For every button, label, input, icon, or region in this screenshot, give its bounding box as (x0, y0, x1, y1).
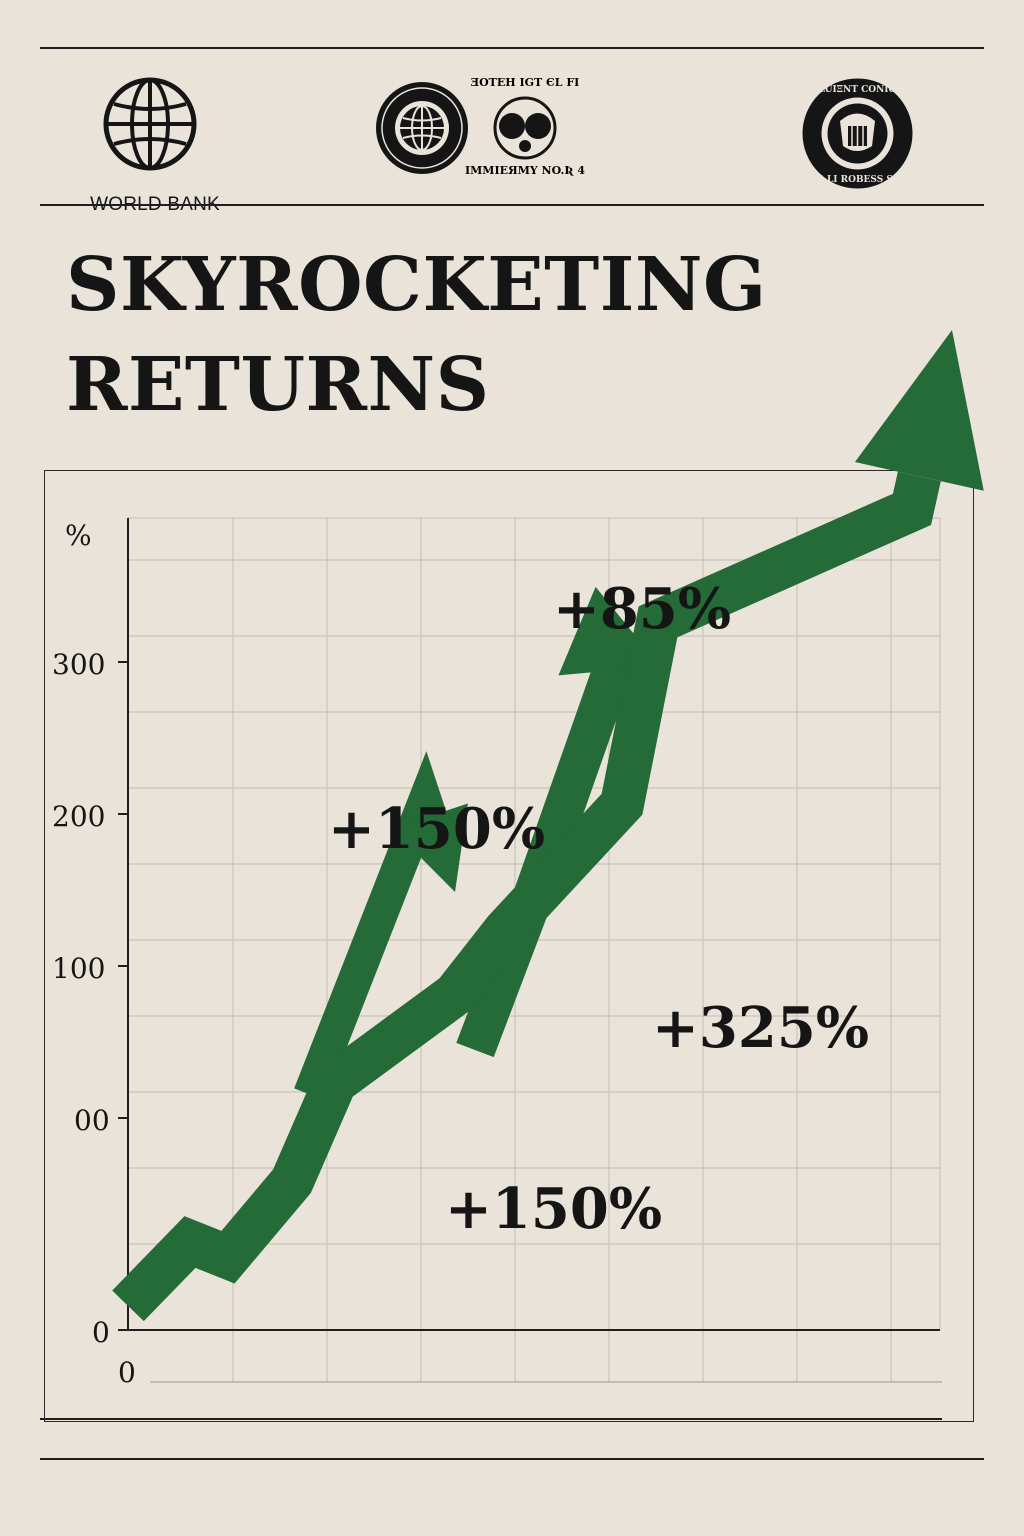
globe-seal-icon (376, 82, 468, 174)
y-tick-label-3: 200 (52, 800, 105, 833)
annotation-2: +325% (652, 995, 869, 1061)
y-tick-label-1: 00 (74, 1104, 110, 1137)
annotation-0: +85% (553, 576, 731, 642)
world-bank-logo: WORLD BANK (70, 74, 240, 215)
y-axis-label: % (65, 519, 92, 552)
y-tick-label-0: 0 (92, 1316, 110, 1349)
svg-text:ƎOTEH ІGT ЄL FI: ƎOTEH ІGT ЄL FI (471, 76, 580, 89)
chart-annotations: +85% +150% +325% +150% (328, 576, 869, 1242)
series-arrow-small (294, 751, 468, 1101)
page-title: SKYROCKETING RETURNS (66, 235, 966, 435)
federal-reserve-seal-icon: LUIΞNT CONIG GEB LI ROBESS SI 6Ǝ (802, 78, 914, 189)
x-tick-label-0: 0 (118, 1356, 136, 1389)
top-rule (40, 47, 984, 49)
series-arrow-small-head (391, 803, 468, 892)
header-bottom-rule (40, 204, 984, 206)
annotation-3: +150% (445, 1176, 662, 1242)
chart-series (112, 330, 984, 1322)
imf-seal-icon: ƎOTEH ІGT ЄL FI IMMIEЯMY NO.Ʀ 4 (465, 76, 585, 177)
bottom-rule (40, 1458, 984, 1460)
title-line-2: RETURNS (66, 342, 490, 428)
y-tick-label-4: 300 (52, 648, 105, 681)
series-arrow-main-shaft (112, 471, 941, 1322)
series-arrow-main-head (854, 330, 984, 491)
svg-text:GEB LI ROBESS SI 6Ǝ: GEB LI ROBESS SI 6Ǝ (802, 175, 914, 185)
annotation-1: +150% (328, 796, 545, 862)
globe-icon (103, 77, 197, 171)
svg-text:IMMIEЯMY NO.Ʀ 4: IMMIEЯMY NO.Ʀ 4 (465, 164, 585, 177)
y-tick-label-2: 100 (52, 952, 105, 985)
chart-frame (44, 470, 974, 1422)
svg-text:LUIΞNT CONIG: LUIΞNT CONIG (819, 85, 896, 95)
title-line-1: SKYROCKETING (66, 242, 767, 328)
x-ticks: 0 (118, 1356, 136, 1389)
series-arrow-main (112, 330, 984, 1322)
series-arrow-small-shaft (294, 751, 447, 1101)
logo-bar: WORLD BANK ƎOTEH ІGT ЄL FI IMMIEЯMY NO.Ʀ… (0, 50, 1024, 215)
